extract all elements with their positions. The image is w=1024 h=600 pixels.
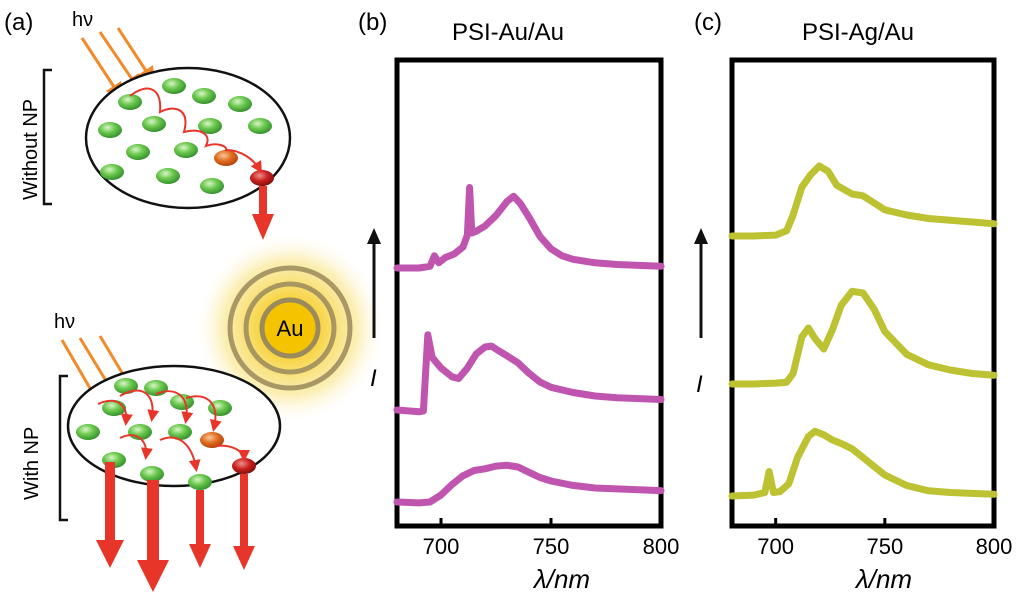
- chart-c-series-1-line: [728, 162, 998, 240]
- chart-c-xtick-label: 750: [866, 534, 903, 559]
- photon-label-top: hν: [72, 9, 93, 31]
- chart-b-xtick-label: 750: [533, 534, 570, 559]
- emission-arrow-top: [252, 186, 274, 240]
- photon-label-bottom: hν: [54, 311, 75, 333]
- chart-psi-ag: (c) PSI-Ag/Au I 700 750 800 λ/nm: [694, 9, 1012, 594]
- chart-c-ticks: 700 750 800: [757, 518, 1012, 559]
- chart-b-xtick-label: 800: [643, 534, 680, 559]
- energy-transfer-path-top: [129, 87, 263, 174]
- chart-b-series-3-line: [393, 461, 665, 507]
- chart-psi-au: (b) PSI-Au/Au I 700 750 800 λ/nm: [358, 9, 679, 594]
- chart-b-ticks: 700 750 800: [423, 518, 680, 559]
- chart-b-frame: [394, 57, 664, 529]
- chart-b-series-1-line: [393, 184, 665, 272]
- chart-c-xtick-label: 700: [757, 534, 794, 559]
- acceptor-particle-top: [214, 150, 238, 166]
- chart-b-series-2-line: [393, 331, 665, 416]
- bracket-label-with-np: With NP: [21, 427, 43, 500]
- emitter-particle-bottom: [232, 458, 256, 474]
- chart-c-series-group: [728, 162, 998, 500]
- chart-b-title: PSI-Au/Au: [452, 19, 564, 46]
- chart-c-series-2-line: [728, 287, 998, 388]
- bracket-top: [42, 68, 52, 206]
- panel-a-label: (a): [4, 9, 33, 36]
- chart-c-xlabel: λ/nm: [854, 564, 912, 594]
- panel-a: (a) hν: [4, 9, 386, 592]
- chart-c-frame: [729, 57, 997, 529]
- acceptor-particle-bottom: [200, 432, 224, 448]
- panel-b-label: (b): [358, 9, 387, 36]
- chromophore-particles-top: [98, 78, 274, 194]
- chart-c-series-3-line: [728, 427, 998, 500]
- emission-arrows-bottom: [96, 462, 255, 592]
- chart-c-title: PSI-Ag/Au: [802, 19, 914, 46]
- chart-c-xtick-label: 800: [976, 534, 1013, 559]
- chart-b-xlabel: λ/nm: [532, 564, 590, 594]
- y-axis-indicator-c: [694, 228, 708, 338]
- chart-c-ylabel: I: [696, 371, 703, 398]
- emitter-particle-top: [250, 170, 274, 186]
- bracket-label-without-np: Without NP: [20, 99, 42, 200]
- energy-transfer-paths-bottom: [97, 389, 250, 472]
- gold-nanoparticle: Au: [194, 232, 386, 424]
- y-axis-indicator-b: [367, 228, 381, 338]
- chart-b-ylabel: I: [370, 365, 377, 392]
- chart-b-series-group: [393, 184, 665, 507]
- panel-c-label: (c): [694, 9, 722, 36]
- gold-nanoparticle-label: Au: [277, 316, 304, 341]
- bracket-bottom: [58, 374, 68, 522]
- chart-b-xtick-label: 700: [423, 534, 460, 559]
- chromophore-particles-bottom: [76, 378, 256, 490]
